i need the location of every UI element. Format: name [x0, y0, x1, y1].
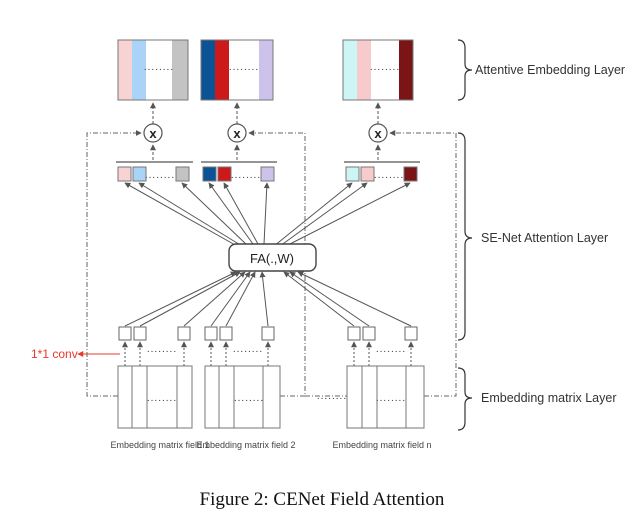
matrix1-ellipsis: ........ — [147, 393, 177, 404]
weight3-ellipsis: ........ — [374, 170, 404, 181]
multiply-node-2: x — [227, 123, 247, 143]
pool2-ellipsis: ........ — [233, 344, 263, 355]
attentive-vector-3: ........ — [342, 39, 414, 101]
vec2-cell-4 — [259, 40, 273, 100]
pooled-boxes — [118, 326, 418, 341]
pool2-box-1 — [204, 326, 218, 341]
field-label-2: Embedding matrix field 2 — [196, 440, 295, 450]
multiply-symbol: x — [233, 126, 241, 141]
conv-annotation: 1*1 conv — [31, 347, 120, 361]
pool1-box-1 — [118, 326, 132, 341]
multiply-symbol: x — [374, 126, 382, 141]
pool1-box-2 — [133, 326, 147, 341]
vec2-ellipsis: ........ — [229, 62, 259, 73]
pool3-box-2 — [362, 326, 376, 341]
attentive-vector-2: ........ — [200, 39, 274, 101]
field-label-1: Embedding matrix field 1 — [110, 440, 209, 450]
pool1-box-3 — [177, 326, 191, 341]
conv-label: 1*1 conv — [31, 347, 78, 361]
brace-senet — [457, 132, 473, 341]
figure-caption: Figure 2: CENet Field Attention — [200, 489, 445, 510]
vec3-cell-1 — [343, 40, 357, 100]
layer-braces — [457, 39, 473, 431]
weight3-cell-2 — [360, 166, 375, 182]
pool3-box-3 — [404, 326, 418, 341]
embedding-matrix-3 — [346, 365, 425, 429]
attentive-vector-1: ........ — [117, 39, 189, 101]
pool2-box-2 — [219, 326, 233, 341]
multiply-to-output-arrows — [150, 102, 381, 124]
vec1-cell-3 — [146, 40, 172, 100]
field-label-3: Embedding matrix field n — [332, 440, 431, 450]
layer-label-attentive: Attentive Embedding Layer — [475, 63, 625, 77]
weight1-cell-2 — [132, 166, 147, 182]
vec3-cell-3 — [371, 40, 399, 100]
weight1-ellipsis: ........ — [145, 170, 175, 181]
weight2-ellipsis: ........ — [231, 170, 261, 181]
weight3-cell-4 — [403, 166, 418, 182]
matrix3-ellipsis: ........ — [376, 393, 406, 404]
fa-function-label: FA(.,W) — [250, 251, 294, 266]
vec2-cell-1 — [201, 40, 215, 100]
layer-label-senet: SE-Net Attention Layer — [481, 231, 608, 245]
pool2-box-3 — [261, 326, 275, 341]
fa-function-box: FA(.,W) — [228, 243, 317, 272]
embedding-matrix-2 — [204, 365, 281, 429]
weight3-cell-1 — [345, 166, 360, 182]
weight-vector-3: ........ — [344, 161, 420, 182]
vec3-ellipsis: ........ — [370, 62, 400, 73]
weights-to-multiply-arrows — [150, 144, 381, 160]
fa-output-arrows — [124, 182, 411, 247]
weight1-cell-1 — [117, 166, 132, 182]
multiply-node-3: x — [368, 123, 388, 143]
vec3-cell-2 — [357, 40, 371, 100]
weight-vector-1: ........ — [116, 161, 193, 182]
multiply-node-1: x — [143, 123, 163, 143]
pool3-ellipsis: ........ — [376, 344, 406, 355]
weight1-cell-4 — [175, 166, 190, 182]
vec1-cell-4 — [172, 40, 188, 100]
fa-input-arrows — [124, 271, 412, 327]
vec1-cell-2 — [132, 40, 146, 100]
weight2-cell-4 — [260, 166, 275, 182]
multiply-symbol: x — [149, 126, 157, 141]
embedding-matrix-1 — [117, 365, 193, 429]
pool1-ellipsis: ........ — [147, 344, 177, 355]
vec2-cell-3 — [229, 40, 259, 100]
weight-vector-2: ........ — [201, 161, 277, 182]
skip-connections — [86, 130, 457, 397]
vec1-cell-1 — [118, 40, 132, 100]
pool3-box-1 — [347, 326, 361, 341]
vec2-cell-2 — [215, 40, 229, 100]
vec1-ellipsis: ........ — [144, 62, 174, 73]
matrix-gap-ellipsis: ........ — [317, 391, 347, 402]
brace-embedding — [457, 367, 473, 431]
weight2-cell-1 — [202, 166, 217, 182]
matrix2-ellipsis: ........ — [234, 393, 264, 404]
vec3-cell-4 — [399, 40, 413, 100]
brace-attentive — [457, 39, 473, 101]
layer-label-embedding: Embedding matrix Layer — [481, 391, 616, 405]
weight2-cell-2 — [217, 166, 232, 182]
conv-arrows — [122, 341, 414, 366]
